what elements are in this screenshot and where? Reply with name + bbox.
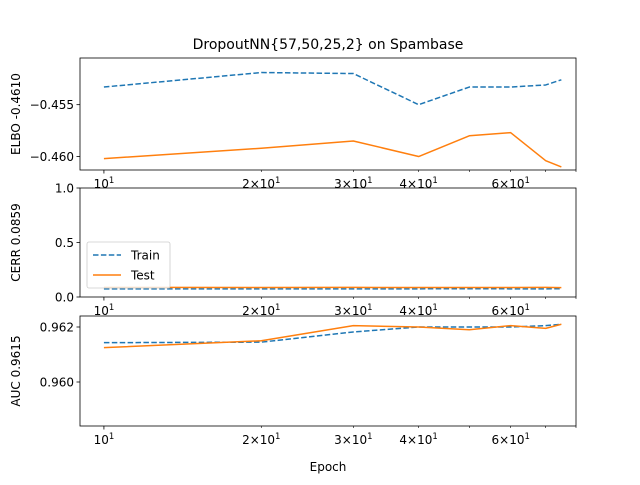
x-tick-label-1-20: 2×101 [242, 176, 280, 191]
x-tick-base: 10 [94, 177, 109, 191]
x-tick-exp: 1 [367, 303, 372, 313]
series-line-test-3 [104, 324, 561, 347]
y-tick-label-2-2: 1.0 [55, 182, 74, 196]
x-tick-base: 10 [352, 177, 367, 191]
x-tick-exp: 1 [275, 432, 280, 442]
x-tick-base: 10 [509, 433, 524, 447]
x-tick-label-3-20: 2×101 [242, 432, 280, 447]
y-tick-label-1-0: −0.455 [30, 98, 74, 112]
y-tick-label-1-1: −0.460 [30, 150, 74, 164]
x-tick-base: 10 [509, 177, 524, 191]
x-tick-label-1-60: 6×101 [491, 176, 529, 191]
x-tick-exp: 1 [524, 176, 529, 186]
y-tick-label-3-1: 0.962 [40, 321, 74, 335]
x-tick-exp: 1 [275, 303, 280, 313]
x-tick-label-1-30: 3×101 [334, 176, 372, 191]
y-tick-label-3-0: 0.960 [40, 376, 74, 390]
x-tick-base: 10 [260, 433, 275, 447]
x-tick-label-3-30: 3×101 [334, 432, 372, 447]
x-tick-label-3-10: 101 [94, 432, 115, 447]
x-tick-coef: 3× [334, 433, 352, 447]
x-tick-coef: 4× [399, 177, 417, 191]
x-tick-exp: 1 [367, 432, 372, 442]
x-tick-exp: 1 [432, 176, 437, 186]
x-tick-base: 10 [260, 177, 275, 191]
x-tick-base: 10 [94, 433, 109, 447]
x-tick-exp: 1 [109, 176, 114, 186]
x-tick-label-3-60: 6×101 [491, 432, 529, 447]
series-line-test-1 [104, 133, 561, 167]
x-tick-exp: 1 [432, 432, 437, 442]
x-tick-coef: 3× [334, 177, 352, 191]
x-tick-label-1-40: 4×101 [399, 176, 437, 191]
axes-frame-1 [80, 58, 576, 170]
x-tick-label-3-40: 4×101 [399, 432, 437, 447]
x-tick-exp: 1 [432, 303, 437, 313]
y-tick-label-2-0: 0.0 [55, 291, 74, 305]
x-tick-coef: 6× [491, 177, 509, 191]
x-tick-coef: 2× [242, 433, 260, 447]
y-tick-label-2-1: 0.5 [55, 236, 74, 250]
y-axis-label-2: CERR 0.0859 [9, 203, 23, 281]
x-tick-base: 10 [417, 433, 432, 447]
x-tick-coef: 4× [399, 433, 417, 447]
y-axis-label-3: AUC 0.9615 [9, 335, 23, 406]
x-tick-exp: 1 [524, 432, 529, 442]
legend: Train Test [87, 242, 170, 288]
legend-label-test: Test [130, 269, 155, 283]
x-tick-base: 10 [352, 433, 367, 447]
x-tick-exp: 1 [524, 303, 529, 313]
x-tick-base: 10 [417, 177, 432, 191]
x-tick-exp: 1 [109, 303, 114, 313]
x-tick-coef: 6× [491, 433, 509, 447]
series-line-train-1 [104, 73, 561, 105]
legend-label-train: Train [130, 249, 160, 263]
chart-title: DropoutNN{57,50,25,2} on Spambase [193, 37, 464, 53]
x-tick-exp: 1 [275, 176, 280, 186]
x-tick-exp: 1 [367, 176, 372, 186]
x-tick-coef: 2× [242, 177, 260, 191]
axes-frame-3 [80, 316, 576, 426]
x-tick-label-1-10: 101 [94, 176, 115, 191]
x-axis-label: Epoch [310, 460, 347, 474]
x-tick-exp: 1 [109, 432, 114, 442]
y-axis-label-1: ELBO -0.4610 [9, 73, 23, 155]
